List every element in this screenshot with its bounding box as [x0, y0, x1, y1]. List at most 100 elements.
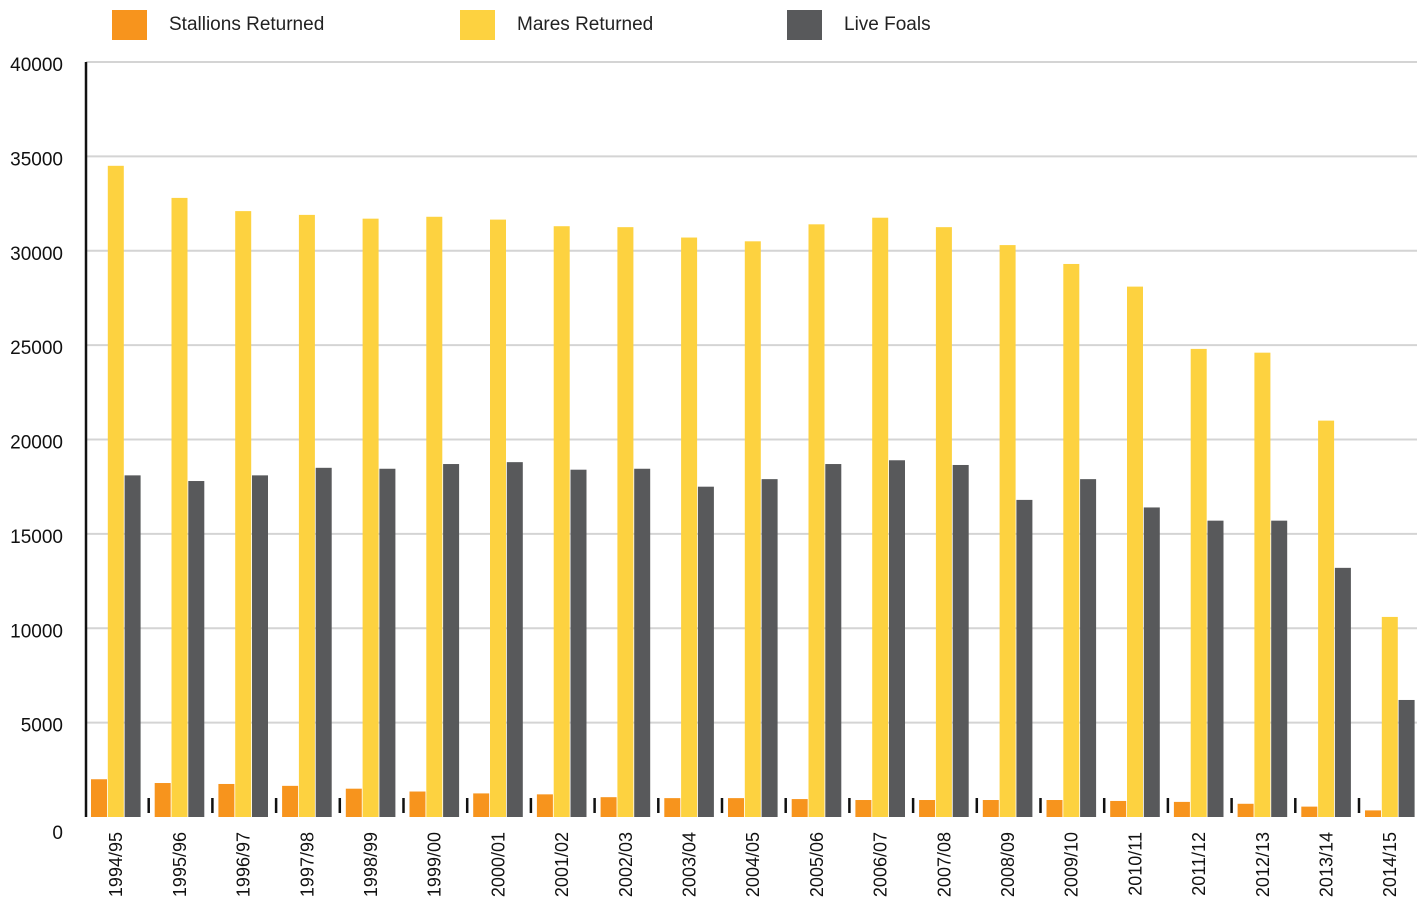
y-tick-label: 15000 [10, 527, 63, 548]
bar-mares-returned [1381, 616, 1398, 817]
bar-mares-returned [426, 216, 443, 817]
bar-mares-returned [362, 218, 379, 818]
y-tick-label: 0 [52, 823, 63, 844]
bars-group [91, 165, 1415, 818]
x-tick-label: 1998/99 [361, 832, 381, 897]
y-tick-label: 5000 [21, 716, 63, 737]
x-tick-label: 2007/08 [934, 832, 954, 897]
y-tick-labels: 0 5000 10000 15000 20000 25000 30000 35000 40000 [10, 55, 63, 844]
legend-swatch-mares [460, 10, 495, 40]
bar-live-foals [952, 464, 969, 817]
x-tick-label: 2006/07 [871, 832, 891, 897]
bar-live-foals [1080, 479, 1097, 817]
x-tick-label: 2010/11 [1125, 832, 1145, 896]
bar-live-foals [315, 467, 332, 817]
bar-mares-returned [490, 219, 506, 817]
bar-stallions-returned [855, 800, 872, 817]
bar-live-foals [379, 468, 396, 817]
bar-stallions-returned [473, 793, 490, 817]
bar-mares-returned [1318, 420, 1335, 817]
x-tick-label: 1996/97 [234, 832, 254, 897]
bar-stallions-returned [91, 779, 107, 817]
x-tick-label: 2011/12 [1189, 832, 1209, 896]
bar-mares-returned [235, 211, 252, 818]
bar-live-foals [570, 469, 587, 817]
x-tick-label: 1994/95 [106, 832, 126, 897]
bar-mares-returned [1254, 352, 1271, 817]
bar-stallions-returned [600, 797, 617, 817]
bar-mares-returned [681, 237, 698, 818]
x-tick-label: 2014/15 [1380, 832, 1400, 897]
y-tick-label: 40000 [10, 55, 63, 76]
legend-item-mares: Mares Returned [460, 9, 653, 41]
bar-stallions-returned [282, 785, 299, 817]
x-tick-label: 2013/14 [1317, 832, 1337, 897]
tick-marks [147, 798, 1361, 813]
legend-swatch-stallions [112, 10, 147, 40]
bar-live-foals [252, 475, 268, 817]
bar-stallions-returned [536, 794, 553, 817]
x-tick-label: 1999/00 [425, 832, 445, 897]
bar-live-foals [761, 479, 778, 817]
bar-mares-returned [744, 241, 761, 817]
bar-live-foals [1398, 699, 1415, 817]
x-tick-label: 2005/06 [807, 832, 827, 897]
bar-stallions-returned [409, 791, 426, 817]
x-tick-label: 1995/96 [170, 832, 190, 897]
x-tick-label: 2003/04 [680, 832, 700, 897]
bar-live-foals [697, 486, 714, 817]
bar-stallions-returned [1301, 806, 1318, 817]
y-tick-label: 35000 [10, 149, 63, 170]
bar-mares-returned [1127, 286, 1143, 817]
bar-live-foals [443, 464, 460, 817]
legend-item-foals: Live Foals [787, 9, 931, 41]
x-tick-label: 2000/01 [488, 832, 508, 897]
x-tick-label: 1997/98 [297, 832, 317, 897]
legend-label-stallions: Stallions Returned [169, 14, 325, 35]
bar-live-foals [506, 462, 523, 817]
bar-live-foals [1207, 520, 1224, 817]
bar-stallions-returned [1173, 801, 1190, 817]
y-tick-label: 30000 [10, 244, 63, 265]
bar-live-foals [1271, 520, 1288, 817]
bar-mares-returned [935, 227, 952, 817]
bar-stallions-returned [919, 800, 936, 817]
legend-item-stallions: Stallions Returned [112, 9, 324, 41]
x-tick-label: 2009/10 [1062, 832, 1082, 897]
bar-live-foals [634, 468, 651, 817]
bar-stallions-returned [982, 800, 999, 817]
bar-stallions-returned [791, 799, 808, 817]
bar-live-foals [1016, 499, 1033, 817]
bar-live-foals [825, 464, 842, 817]
bar-mares-returned [298, 214, 315, 817]
bar-mares-returned [1190, 348, 1207, 817]
bar-stallions-returned [728, 798, 744, 817]
bar-stallions-returned [218, 783, 235, 817]
bar-mares-returned [617, 227, 634, 817]
legend: Stallions Returned Mares Returned Live F… [0, 9, 1417, 41]
bar-mares-returned [872, 217, 889, 817]
bar-mares-returned [171, 197, 188, 817]
bar-stallions-returned [1365, 810, 1381, 817]
y-tick-label: 10000 [10, 621, 63, 642]
legend-label-foals: Live Foals [844, 14, 931, 35]
bar-mares-returned [808, 224, 825, 817]
bar-mares-returned [1063, 263, 1080, 817]
legend-label-mares: Mares Returned [517, 14, 654, 35]
bar-mares-returned [999, 245, 1016, 817]
bar-stallions-returned [1237, 803, 1254, 817]
bar-live-foals [889, 460, 905, 817]
bar-live-foals [188, 481, 205, 817]
bar-stallions-returned [664, 798, 681, 817]
x-tick-label: 2002/03 [616, 832, 636, 897]
bar-stallions-returned [345, 788, 362, 817]
bar-live-foals [1143, 507, 1160, 817]
bar-live-foals [1334, 567, 1351, 817]
x-tick-label: 2004/05 [743, 832, 763, 897]
x-tick-label: 2001/02 [552, 832, 572, 897]
y-tick-label: 20000 [10, 433, 63, 454]
bar-stallions-returned [1046, 800, 1063, 817]
bar-mares-returned [553, 226, 570, 817]
bar-stallions-returned [154, 783, 171, 817]
